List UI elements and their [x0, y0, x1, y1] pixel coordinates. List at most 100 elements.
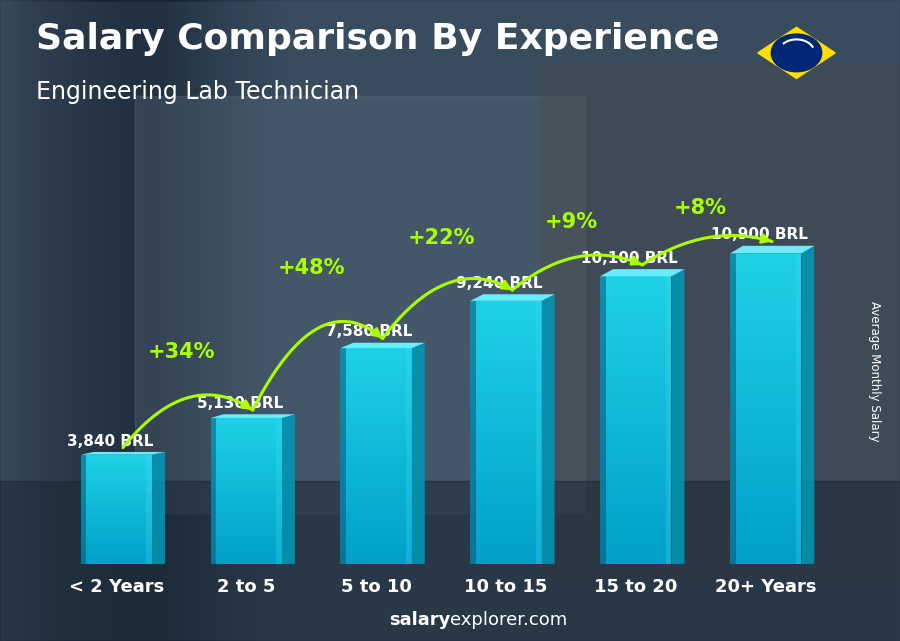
Bar: [470, 380, 542, 384]
Bar: [600, 506, 671, 512]
Bar: [211, 508, 282, 510]
Bar: [470, 345, 542, 349]
Bar: [211, 491, 282, 494]
Bar: [81, 500, 152, 502]
Bar: [211, 467, 282, 469]
Bar: [81, 513, 152, 515]
Bar: [600, 396, 671, 401]
Bar: [81, 526, 152, 528]
Bar: [94, 0, 256, 641]
Bar: [470, 437, 542, 441]
Bar: [730, 372, 801, 378]
Bar: [730, 549, 801, 554]
Bar: [470, 476, 542, 481]
Bar: [730, 394, 801, 399]
Bar: [211, 457, 282, 460]
Bar: [470, 433, 542, 437]
Bar: [730, 424, 801, 429]
Bar: [81, 454, 86, 564]
Bar: [340, 363, 412, 366]
Bar: [81, 535, 152, 537]
Bar: [730, 445, 801, 450]
Bar: [470, 424, 542, 428]
Bar: [730, 383, 801, 388]
Bar: [470, 362, 542, 367]
Bar: [340, 503, 412, 506]
Bar: [600, 415, 671, 420]
Bar: [81, 462, 152, 464]
Bar: [730, 497, 801, 502]
Bar: [340, 521, 412, 524]
Bar: [211, 472, 282, 474]
Bar: [340, 428, 412, 431]
Bar: [340, 506, 412, 510]
Bar: [730, 414, 801, 419]
Bar: [470, 319, 542, 323]
Bar: [536, 301, 542, 564]
Bar: [81, 512, 152, 513]
Bar: [340, 485, 412, 488]
Bar: [81, 454, 152, 456]
Bar: [104, 0, 266, 641]
Bar: [470, 445, 542, 450]
Text: explorer.com: explorer.com: [450, 612, 567, 629]
Bar: [81, 469, 152, 471]
Bar: [81, 478, 152, 480]
Bar: [600, 531, 671, 535]
Bar: [211, 430, 282, 433]
Bar: [211, 447, 282, 449]
Bar: [730, 352, 801, 357]
Bar: [600, 502, 671, 506]
Bar: [340, 445, 412, 449]
Polygon shape: [412, 343, 425, 564]
Bar: [81, 547, 152, 549]
Bar: [600, 315, 671, 319]
Bar: [600, 334, 671, 338]
Bar: [730, 517, 801, 522]
Bar: [211, 498, 282, 501]
Bar: [211, 540, 282, 542]
Bar: [600, 301, 671, 305]
Bar: [211, 518, 282, 520]
Bar: [600, 435, 671, 439]
Bar: [340, 546, 412, 550]
Bar: [211, 418, 216, 564]
Bar: [470, 520, 542, 524]
Bar: [340, 528, 412, 531]
Bar: [730, 305, 801, 310]
Bar: [135, 96, 585, 513]
Bar: [730, 492, 801, 497]
Bar: [340, 402, 412, 406]
Bar: [14, 0, 176, 641]
Bar: [211, 442, 282, 445]
Bar: [340, 388, 412, 391]
Bar: [211, 479, 282, 481]
Polygon shape: [600, 269, 684, 276]
Bar: [211, 437, 282, 440]
Bar: [730, 264, 801, 269]
Bar: [40, 0, 202, 641]
Bar: [600, 367, 671, 372]
Polygon shape: [542, 294, 554, 564]
Bar: [63, 0, 225, 641]
Bar: [86, 0, 248, 641]
Bar: [340, 352, 412, 355]
Bar: [730, 362, 801, 367]
Bar: [730, 337, 801, 342]
Bar: [730, 254, 735, 564]
Bar: [600, 411, 671, 415]
Bar: [81, 549, 152, 551]
Bar: [730, 285, 801, 290]
Bar: [81, 495, 152, 497]
Bar: [0, 0, 162, 641]
Bar: [470, 467, 542, 472]
Bar: [600, 286, 671, 291]
Bar: [340, 510, 412, 513]
Bar: [470, 349, 542, 353]
Bar: [211, 428, 282, 430]
Bar: [340, 438, 412, 442]
Bar: [470, 524, 542, 529]
Bar: [730, 279, 801, 285]
Bar: [600, 560, 671, 564]
Bar: [99, 0, 261, 641]
